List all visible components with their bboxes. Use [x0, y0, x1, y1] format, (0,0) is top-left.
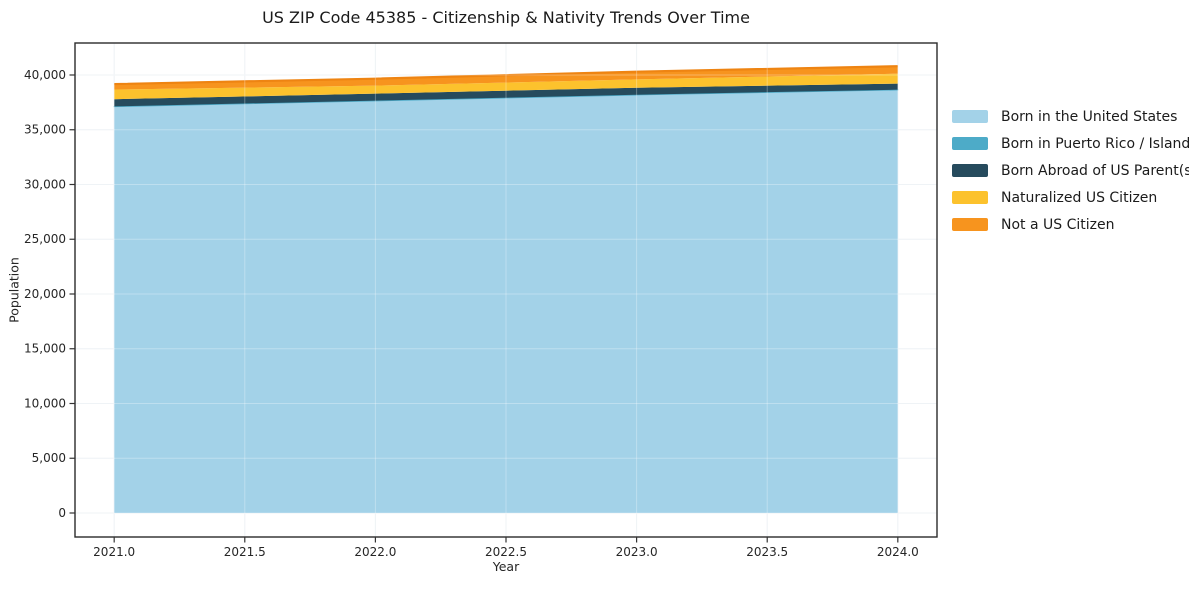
legend-swatch-icon	[952, 164, 988, 177]
x-tick-label: 2022.5	[485, 545, 527, 559]
y-tick-label: 40,000	[24, 68, 66, 82]
x-axis-label: Year	[492, 559, 520, 574]
area-not-a-us-citizen	[114, 66, 898, 90]
legend-item-label: Naturalized US Citizen	[1001, 189, 1158, 206]
x-tick-label: 2021.0	[93, 545, 135, 559]
legend-swatch-icon	[952, 137, 988, 150]
legend-item: Born Abroad of US Parent(s)	[952, 157, 1189, 184]
legend-item-label: Born in the United States	[1001, 108, 1178, 125]
area-born-in-the-united-states	[114, 89, 898, 513]
legend-item: Naturalized US Citizen	[952, 184, 1189, 211]
legend-item: Born in Puerto Rico / Islands	[952, 130, 1189, 157]
y-tick-label: 30,000	[24, 177, 66, 191]
x-tick-label: 2021.5	[224, 545, 266, 559]
chart-title: US ZIP Code 45385 - Citizenship & Nativi…	[262, 8, 750, 27]
y-tick-label: 15,000	[24, 342, 66, 356]
y-tick-label: 0	[58, 506, 66, 520]
x-tick-label: 2024.0	[877, 545, 919, 559]
x-tick-label: 2022.0	[354, 545, 396, 559]
y-tick-label: 35,000	[24, 123, 66, 137]
x-tick-label: 2023.5	[746, 545, 788, 559]
legend-swatch-icon	[952, 218, 988, 231]
legend: Born in the United States Born in Puerto …	[952, 103, 1189, 238]
y-tick-label: 5,000	[32, 451, 66, 465]
legend-item: Born in the United States	[952, 103, 1189, 130]
legend-swatch-icon	[952, 191, 988, 204]
legend-item: Not a US Citizen	[952, 211, 1189, 238]
area-born-abroad-of-us-parent-s-	[114, 83, 898, 107]
y-axis-label: Population	[6, 257, 22, 323]
legend-item-label: Born in Puerto Rico / Islands	[1001, 135, 1189, 152]
area-naturalized-us-citizen	[114, 73, 898, 100]
total-line	[114, 65, 898, 86]
legend-item-label: Born Abroad of US Parent(s)	[1001, 162, 1189, 179]
legend-item-label: Not a US Citizen	[1001, 216, 1115, 233]
y-tick-label: 10,000	[24, 396, 66, 410]
x-tick-label: 2023.0	[616, 545, 658, 559]
y-tick-label: 20,000	[24, 287, 66, 301]
legend-swatch-icon	[952, 110, 988, 123]
y-tick-label: 25,000	[24, 232, 66, 246]
